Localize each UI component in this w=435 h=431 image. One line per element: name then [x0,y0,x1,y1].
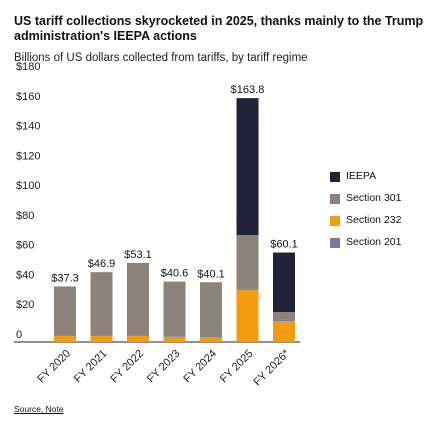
bar-segment-section-301 [163,281,186,337]
y-tick-label: $80 [16,210,34,222]
y-tick-label: $180 [16,61,40,73]
bar-segment-section-301 [127,262,149,336]
bar-segment-section-232 [163,336,186,342]
bar-segment-section-301 [54,286,76,336]
legend-label: IEEPA [346,170,377,182]
bar-total-label: $60.1 [270,239,298,251]
y-tick-label: $160 [16,91,40,103]
y-tick-label: $120 [16,150,40,162]
y-tick-label: $20 [16,299,34,311]
y-tick-label: $140 [16,121,40,133]
bar-total-label: $37.3 [51,272,79,284]
bar-segment-ieepa [236,98,259,236]
x-tick-label: FY 2020 [35,348,73,386]
bar-segment-section-301 [90,272,113,336]
legend-item-section-301: Section 301 [330,192,402,204]
x-tick-label: FY 2024 [181,348,219,386]
bar-segment-section-301 [273,312,295,320]
bar-segment-section-201 [273,319,295,322]
bar-total-label: $40.6 [161,268,189,280]
source-note-link[interactable]: Source, Note [14,404,64,414]
legend-swatch [330,172,340,182]
legend-label: Section 301 [346,192,402,204]
legend-item-ieepa: IEEPA [330,170,402,182]
bar-segment-section-232 [200,337,222,342]
x-tick-label: FY 2021 [72,348,110,386]
legend-item-section-232: Section 232 [330,214,402,226]
x-tick-label: FY 2022 [108,348,146,386]
legend-label: Section 201 [346,236,402,248]
bar-segment-section-232 [127,336,149,342]
y-tick-label: 0 [16,329,22,341]
legend-swatch [330,216,340,226]
chart-legend: IEEPA Section 301 Section 232 Section 20… [330,170,402,258]
bar-segment-section-232 [90,336,113,342]
bar-total-label: $40.1 [197,268,225,280]
bar-segment-section-232 [236,289,259,342]
legend-swatch [330,194,340,204]
chart-title: US tariff collections skyrocketed in 202… [14,14,424,43]
bar-segment-ieepa [273,252,295,313]
x-tick-label: FY 2025 [218,348,256,386]
y-tick-label: $100 [16,180,40,192]
y-tick-label: $60 [16,240,34,252]
chart-subtitle: Billions of US dollars collected from ta… [14,52,308,64]
x-tick-label: FY 2023 [145,348,183,386]
bar-segment-section-232 [54,336,76,342]
bar-total-label: $163.8 [231,84,265,96]
legend-label: Section 232 [346,214,402,226]
legend-item-section-201: Section 201 [330,236,402,248]
x-tick-label: FY 2026* [251,347,292,388]
y-tick-label: $40 [16,269,34,281]
bar-total-label: $53.1 [124,249,152,261]
legend-swatch [330,238,340,248]
bar-segment-section-201 [236,288,259,290]
bar-segment-section-232 [273,321,295,342]
bar-total-label: $46.9 [88,258,116,270]
bar-segment-section-301 [236,235,259,289]
bar-segment-section-301 [200,282,222,338]
